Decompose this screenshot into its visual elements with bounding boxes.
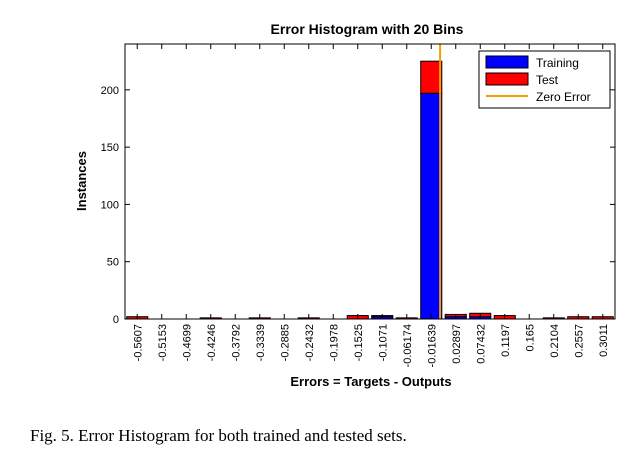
y-tick-label: 150 <box>101 142 119 154</box>
x-tick-label: -0.01639 <box>426 324 438 367</box>
legend-label: Training <box>536 56 579 70</box>
x-tick-label: -0.5607 <box>132 324 144 361</box>
x-tick-label: 0.2557 <box>573 324 585 358</box>
chart-title: Error Histogram with 20 Bins <box>271 21 464 37</box>
legend-swatch <box>485 72 529 86</box>
x-tick-label: -0.2432 <box>304 324 316 361</box>
x-tick-label: 0.07432 <box>475 324 487 364</box>
x-tick-label: 0.2104 <box>549 324 561 358</box>
legend-label: Zero Error <box>536 90 591 104</box>
x-tick-label: -0.3792 <box>230 324 242 361</box>
x-tick-label: -0.4699 <box>181 324 193 361</box>
x-tick-label: -0.4246 <box>206 324 218 361</box>
legend-swatch <box>485 55 529 69</box>
y-tick-label: 0 <box>113 314 119 326</box>
legend-label: Test <box>536 73 559 87</box>
x-axis-label: Errors = Targets - Outputs <box>290 374 451 389</box>
y-axis-label: Instances <box>74 151 89 211</box>
x-axis-ticks: -0.5607 -0.5153 -0.4699 -0.4246 -0.3792 -0.33… <box>132 44 610 367</box>
y-axis-ticks: 0 50 100 150 200 <box>101 85 615 326</box>
x-tick-label: 0.02897 <box>451 324 463 364</box>
bar-test <box>420 60 443 94</box>
x-tick-label: 0.165 <box>524 324 536 352</box>
x-tick-label: 0.1197 <box>500 324 512 357</box>
bar-training <box>420 92 443 320</box>
plot-frame <box>124 43 616 320</box>
x-tick-label: -0.5153 <box>157 324 169 361</box>
x-tick-label: 0.3011 <box>598 324 610 357</box>
y-tick-label: 50 <box>107 257 119 269</box>
x-tick-label: -0.2885 <box>279 324 291 361</box>
y-tick-label: 200 <box>101 85 119 97</box>
x-tick-label: -0.1978 <box>328 324 340 361</box>
x-tick-label: -0.1071 <box>377 324 389 361</box>
x-tick-label: -0.3339 <box>255 324 267 361</box>
x-tick-label: -0.1525 <box>353 324 365 361</box>
x-tick-label: -0.06174 <box>402 324 414 367</box>
figure-caption: Fig. 5. Error Histogram for both trained… <box>30 426 407 445</box>
error-histogram-chart: Error Histogram with 20 Bins Instances E… <box>74 21 616 389</box>
y-tick-label: 100 <box>101 199 119 211</box>
legend: Training Test Zero Error <box>478 50 611 109</box>
